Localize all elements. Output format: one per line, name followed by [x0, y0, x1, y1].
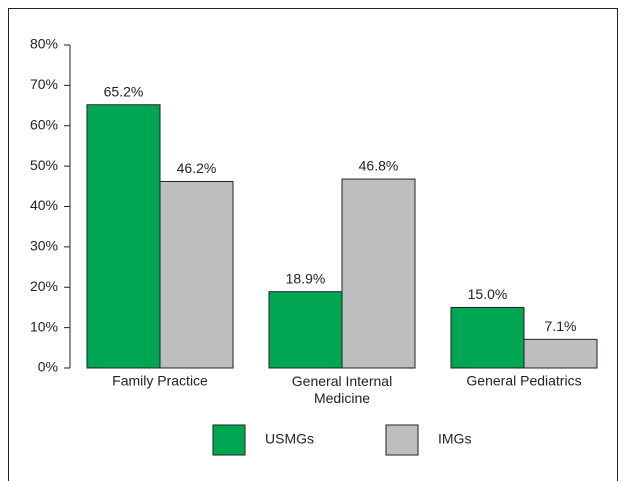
y-tick-label: 80%	[30, 36, 58, 52]
y-tick-label: 20%	[30, 278, 58, 294]
bar	[450, 306, 525, 369]
x-tick-label: General Internal Medicine	[292, 373, 392, 406]
bar	[523, 338, 598, 369]
data-label: 18.9%	[286, 270, 326, 286]
bar	[268, 291, 343, 369]
data-label: 7.1%	[545, 318, 577, 334]
bar	[86, 104, 161, 369]
y-tick-label: 50%	[30, 157, 58, 173]
data-label: 15.0%	[468, 286, 508, 302]
chart-frame	[8, 8, 618, 481]
y-tick-label: 0%	[38, 359, 58, 375]
legend-swatch	[212, 424, 246, 456]
y-tick-label: 70%	[30, 76, 58, 92]
x-tick-label: General Pediatrics	[466, 373, 581, 389]
y-tick-label: 40%	[30, 197, 58, 213]
data-label: 46.8%	[359, 158, 399, 174]
data-label: 46.2%	[177, 160, 217, 176]
bar	[341, 178, 416, 369]
legend-label: IMGs	[438, 431, 471, 447]
y-tick-label: 60%	[30, 116, 58, 132]
y-tick-label: 30%	[30, 238, 58, 254]
data-label: 65.2%	[104, 83, 144, 99]
y-tick-label: 10%	[30, 318, 58, 334]
legend-swatch	[385, 424, 419, 456]
bar	[159, 180, 234, 369]
legend-label: USMGs	[265, 431, 314, 447]
x-tick-label: Family Practice	[112, 373, 208, 389]
